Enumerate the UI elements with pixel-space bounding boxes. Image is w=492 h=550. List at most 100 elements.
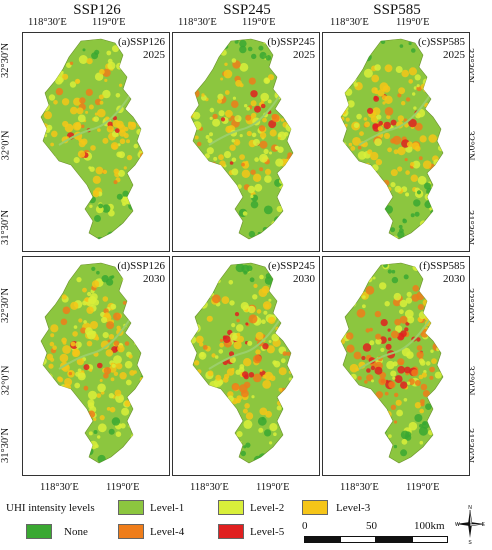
uhi-cell: [280, 358, 286, 364]
uhi-cell: [132, 62, 141, 71]
uhi-cell: [68, 371, 73, 376]
uhi-cell: [211, 294, 221, 304]
uhi-cell: [413, 106, 417, 110]
uhi-cell: [231, 383, 240, 391]
uhi-cell: [76, 277, 82, 283]
uhi-cell: [123, 166, 127, 170]
uhi-cell: [341, 193, 348, 200]
uhi-cell: [225, 109, 233, 118]
uhi-cell: [261, 319, 266, 324]
uhi-cell: [52, 439, 58, 445]
uhi-cell: [247, 46, 253, 52]
uhi-cell: [76, 107, 84, 115]
uhi-cell: [369, 340, 375, 346]
uhi-cell: [410, 213, 415, 218]
uhi-cell: [220, 77, 224, 81]
uhi-cell: [264, 77, 270, 84]
uhi-cell: [62, 269, 71, 278]
uhi-cell: [195, 335, 204, 344]
uhi-cell: [287, 321, 293, 329]
uhi-cell: [375, 158, 383, 166]
uhi-cell: [200, 442, 204, 447]
uhi-cell: [246, 106, 250, 111]
uhi-cell: [85, 447, 94, 456]
uhi-cell: [118, 169, 125, 177]
uhi-cell: [94, 215, 101, 222]
uhi-cell: [126, 139, 130, 144]
uhi-cell: [213, 431, 219, 437]
uhi-cell: [249, 277, 255, 283]
uhi-cell: [375, 333, 382, 340]
uhi-cell: [237, 184, 242, 189]
uhi-cell: [437, 135, 443, 142]
panel-label: (a)SSP126 2025: [117, 36, 165, 61]
uhi-cell: [95, 166, 104, 175]
uhi-cell: [220, 176, 226, 181]
map-panel-a: (a)SSP126 2025: [22, 32, 170, 252]
uhi-cell: [358, 201, 363, 206]
uhi-cell: [143, 326, 147, 330]
uhi-cell: [88, 166, 92, 170]
uhi-cell: [416, 337, 421, 342]
uhi-cell: [263, 310, 268, 315]
legend-label: Level-4: [150, 526, 185, 538]
uhi-cell: [213, 156, 218, 161]
uhi-cell: [379, 282, 387, 290]
uhi-cell: [355, 232, 362, 238]
uhi-cell: [106, 50, 112, 56]
panel-label: (d)SSP126 2030: [117, 260, 165, 285]
uhi-cell: [352, 137, 361, 146]
uhi-cell: [136, 340, 143, 347]
uhi-cell: [223, 335, 231, 343]
uhi-cell: [349, 42, 358, 51]
uhi-cell: [364, 162, 371, 169]
uhi-cell: [223, 69, 233, 79]
uhi-cell: [192, 323, 201, 333]
uhi-cell: [251, 395, 255, 399]
uhi-cell: [195, 454, 202, 461]
uhi-cell: [102, 89, 111, 99]
uhi-cell: [205, 174, 215, 183]
uhi-cell: [268, 298, 272, 302]
uhi-cell: [386, 459, 390, 463]
uhi-cell: [281, 316, 289, 324]
uhi-cell: [133, 90, 137, 95]
uhi-cell: [83, 223, 90, 230]
uhi-cell: [397, 166, 403, 172]
uhi-cell: [374, 221, 383, 230]
uhi-cell: [346, 344, 355, 353]
uhi-cell: [59, 216, 63, 220]
uhi-cell: [371, 74, 380, 83]
uhi-cell: [341, 153, 346, 159]
uhi-cell: [221, 42, 225, 47]
uhi-cell: [434, 413, 441, 420]
uhi-cell: [347, 164, 357, 174]
uhi-cell: [250, 90, 258, 98]
legend-title: UHI intensity levels: [6, 502, 95, 514]
uhi-cell: [196, 168, 203, 176]
uhi-cell: [128, 299, 135, 306]
uhi-cell: [140, 216, 143, 224]
uhi-cell: [223, 44, 229, 49]
uhi-cell: [259, 51, 267, 60]
uhi-cell: [242, 408, 248, 414]
uhi-cell: [405, 297, 413, 304]
uhi-cell: [225, 418, 229, 423]
uhi-cell: [396, 409, 403, 417]
uhi-cell: [219, 405, 225, 411]
uhi-cell: [282, 403, 291, 413]
uhi-cell: [55, 440, 65, 449]
uhi-cell: [92, 190, 100, 198]
uhi-cell: [97, 383, 106, 393]
uhi-cell: [241, 169, 251, 178]
uhi-cell: [258, 45, 264, 51]
uhi-cell: [119, 138, 126, 145]
uhi-cell: [116, 363, 123, 370]
uhi-cell: [135, 290, 142, 298]
uhi-cell: [341, 123, 347, 132]
uhi-cell: [251, 53, 257, 60]
uhi-cell: [269, 423, 278, 432]
uhi-cell: [218, 237, 225, 239]
column-title-ssp245: SSP245: [223, 2, 271, 18]
uhi-cell: [195, 393, 199, 397]
